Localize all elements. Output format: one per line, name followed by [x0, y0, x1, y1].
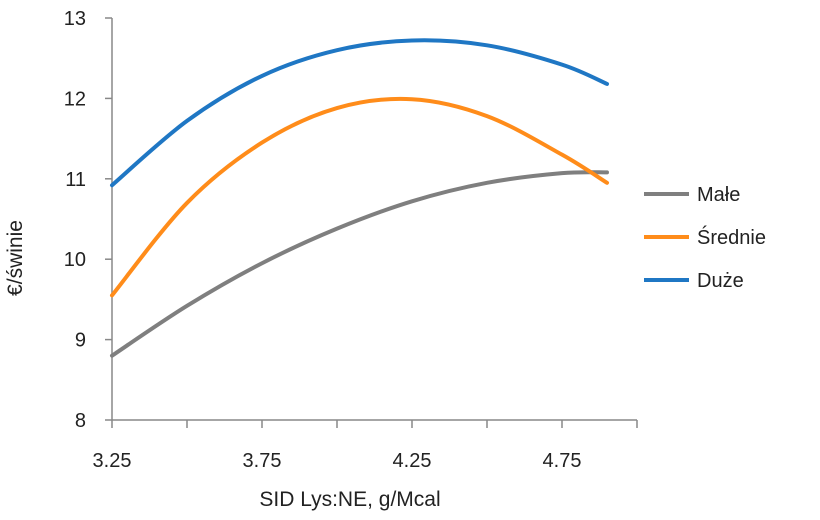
x-tick-label: 3.25 [93, 450, 132, 472]
y-axis-title: €/świnie [4, 220, 27, 296]
legend-label: Małe [697, 184, 740, 206]
x-axis: 3.25 3.75 4.25 4.75 [93, 419, 638, 472]
y-tick-label: 8 [75, 410, 86, 432]
legend-label: Duże [697, 270, 744, 292]
y-tick-label: 11 [65, 169, 86, 191]
series-lines [110, 38, 609, 358]
y-tick-label: 9 [75, 330, 86, 352]
y-tick-label: 10 [64, 249, 86, 271]
legend: Małe Średnie Duże [644, 184, 766, 292]
series-line-1 [110, 170, 609, 358]
series-line-3 [110, 38, 609, 188]
series-line-2 [110, 96, 609, 298]
y-axis: 8 9 10 11 12 13 [64, 8, 113, 432]
y-tick-label: 12 [64, 88, 86, 110]
x-tick-label: 4.75 [543, 450, 582, 472]
x-axis-title: SID Lys:NE, g/Mcal [259, 488, 440, 511]
x-tick-label: 3.75 [243, 450, 282, 472]
x-tick-label: 4.25 [393, 450, 432, 472]
y-tick-label: 13 [64, 8, 86, 30]
legend-label: Średnie [697, 225, 766, 249]
